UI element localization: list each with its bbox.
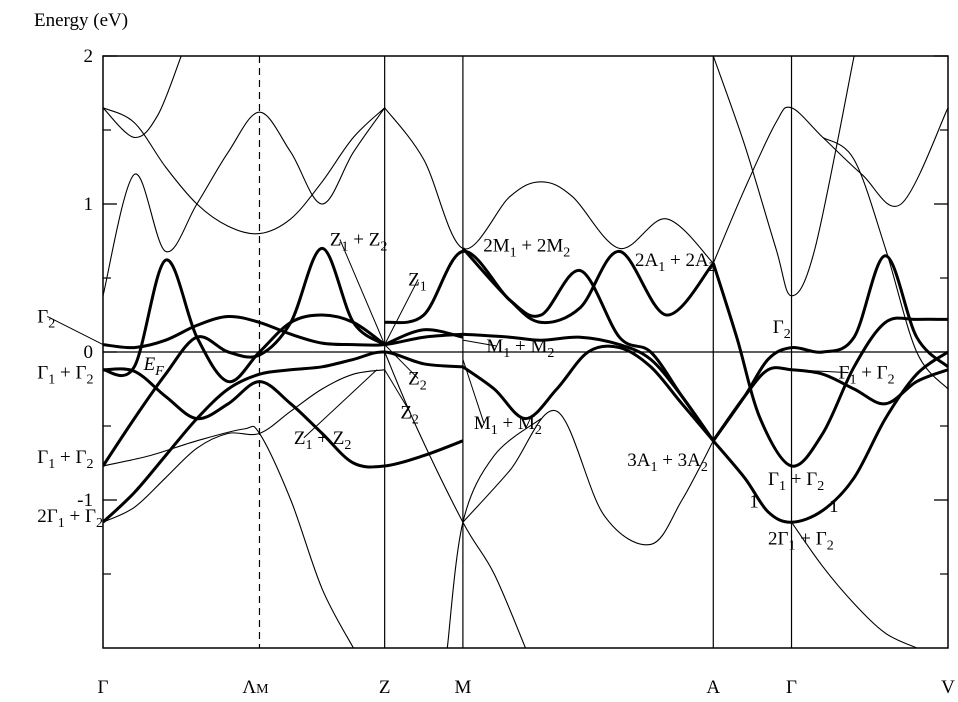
band-thin	[822, 136, 948, 390]
band-annotation: Z1 + Z2	[294, 428, 351, 453]
band-thin	[103, 425, 354, 648]
band-annotation: M1 + M2	[474, 413, 542, 438]
band-thin	[103, 107, 386, 296]
band-thin	[446, 418, 542, 648]
band-thick	[384, 328, 464, 346]
annotation-pointer	[462, 339, 497, 347]
annotations: Γ2 EF Γ1 + Γ2 Γ1 + Γ2 2Γ1 + Γ2 Z1 + Z2 Z1 Z2 Z2 Z…	[37, 229, 894, 553]
band-annotation: Z1	[408, 269, 427, 294]
band-thick	[712, 254, 948, 442]
annotation-pointer	[384, 279, 419, 345]
y-tick-label: 0	[84, 342, 94, 363]
band-thin	[103, 369, 385, 523]
band-annotation: Γ1 + Γ2	[37, 363, 93, 388]
band-annotation: M1 + M2	[486, 336, 554, 361]
y-axis-label: Energy (eV)	[34, 10, 128, 31]
annotation-pointer	[462, 359, 485, 424]
band-annotation: Γ1 + Γ2	[768, 469, 824, 494]
y-tick-label: 1	[84, 194, 94, 215]
x-tick-label: Γ	[786, 677, 797, 698]
band-thin	[791, 521, 917, 648]
band-thick	[103, 258, 386, 384]
band-thin	[384, 107, 714, 264]
band-thick	[711, 262, 948, 468]
annotation-pointer	[791, 369, 849, 374]
band-annotation: 1	[829, 496, 839, 517]
band-thick	[462, 332, 715, 442]
axis-ticks: Γ ΛM Z M A Γ V 2 1 0 -1	[77, 46, 955, 698]
x-tick-label: A	[706, 677, 720, 698]
band-annotation: Z1 + Z2	[330, 229, 387, 254]
x-tick-label: V	[941, 677, 955, 698]
x-tick-label: ΛM	[242, 677, 269, 698]
annotation-pointer	[303, 369, 378, 439]
band-annotation: 2Γ1 + Γ2	[37, 506, 103, 531]
band-annotation: 2A1 + 2A2	[635, 250, 716, 275]
band-annotation: EF	[143, 354, 165, 379]
band-annotation: Z2	[408, 369, 427, 394]
annotation-pointer	[47, 315, 104, 346]
band-annotation: 2M1 + 2M2	[483, 235, 570, 260]
band-annotation: 1	[749, 491, 759, 512]
band-thin	[712, 56, 855, 297]
annotation-pointer	[339, 239, 386, 345]
band-thin	[103, 107, 386, 235]
thick-bands	[103, 246, 948, 524]
annotation-pointer	[384, 344, 419, 379]
band-annotation: 3A1 + 3A2	[627, 450, 708, 475]
band-thick	[103, 246, 386, 467]
band-annotation: Z2	[400, 403, 419, 428]
thin-bands	[103, 56, 948, 648]
band-thin	[462, 410, 714, 546]
x-tick-label: Γ	[98, 677, 109, 698]
band-thick	[712, 350, 948, 524]
annotation-pointer	[384, 369, 411, 413]
band-thick	[103, 367, 464, 469]
band-annotation: Γ2	[37, 306, 55, 331]
band-thick	[462, 344, 715, 442]
x-tick-label: Z	[379, 677, 391, 698]
band-thin	[712, 106, 948, 264]
band-annotation: Γ1 + Γ2	[838, 363, 894, 388]
x-tick-label: M	[454, 677, 471, 698]
band-thick	[103, 350, 464, 524]
band-annotation: Γ1 + Γ2	[37, 447, 93, 472]
y-tick-label: -1	[77, 490, 93, 511]
band-annotation: Γ2	[773, 317, 791, 342]
y-tick-label: 2	[84, 46, 94, 67]
band-annotation: 2Γ1 + Γ2	[768, 528, 834, 553]
band-thin	[103, 56, 182, 138]
band-thick	[384, 249, 715, 442]
band-thin	[384, 351, 527, 648]
